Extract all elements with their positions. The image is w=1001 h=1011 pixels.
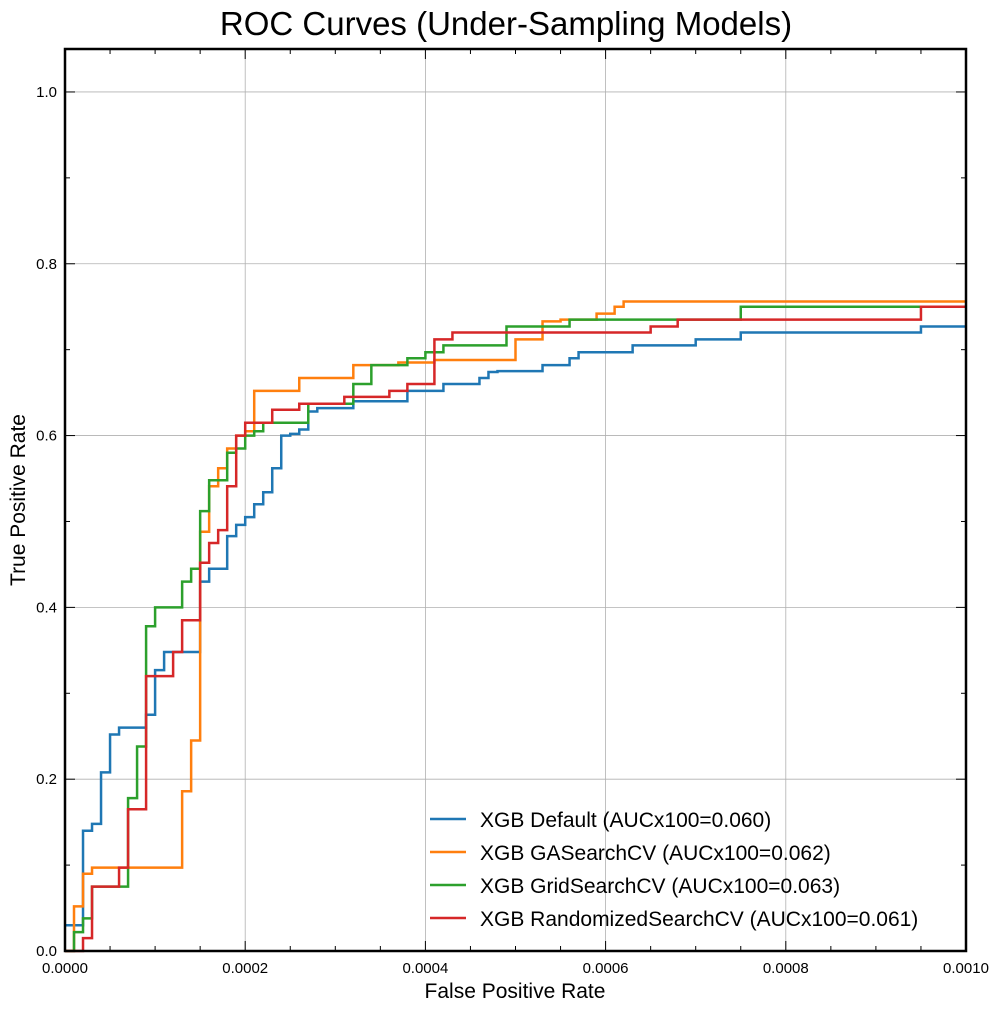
plot-frame xyxy=(63,47,968,953)
legend: XGB Default (AUCx100=0.060) XGB GASearchC… xyxy=(430,809,918,931)
x-tick-label: 0.0000 xyxy=(42,960,88,977)
x-tick-label: 0.0006 xyxy=(583,960,629,977)
legend-label-4: XGB RandomizedSearchCV (AUCx100=0.061) xyxy=(480,908,918,931)
y-tick-label: 0.2 xyxy=(36,771,57,788)
x-tick-label: 0.0002 xyxy=(222,960,268,977)
y-tick-label: 0.0 xyxy=(36,943,57,960)
x-tick-label: 0.0004 xyxy=(402,960,448,977)
x-tick-label: 0.0010 xyxy=(943,960,989,977)
x-tick-label: 0.0008 xyxy=(763,960,809,977)
series-line-2 xyxy=(65,300,966,953)
series-lines xyxy=(65,300,966,953)
tick-labels: 0.0000 0.0002 0.0004 0.0006 0.0008 0.0010 0.0 0… xyxy=(36,84,989,977)
chart-title: ROC Curves (Under-Sampling Models) xyxy=(220,5,792,42)
y-tick-label: 0.6 xyxy=(36,428,57,445)
x-axis-label: False Positive Rate xyxy=(425,980,606,1003)
y-tick-label: 1.0 xyxy=(36,84,57,101)
y-axis-label: True Positive Rate xyxy=(7,414,30,586)
legend-label-1: XGB Default (AUCx100=0.060) xyxy=(480,809,771,832)
legend-label-2: XGB GASearchCV (AUCx100=0.062) xyxy=(480,842,831,865)
series-line-4 xyxy=(65,305,966,953)
legend-label-3: XGB GridSearchCV (AUCx100=0.063) xyxy=(480,875,840,898)
y-tick-label: 0.4 xyxy=(36,599,57,616)
y-tick-label: 0.8 xyxy=(36,256,57,273)
